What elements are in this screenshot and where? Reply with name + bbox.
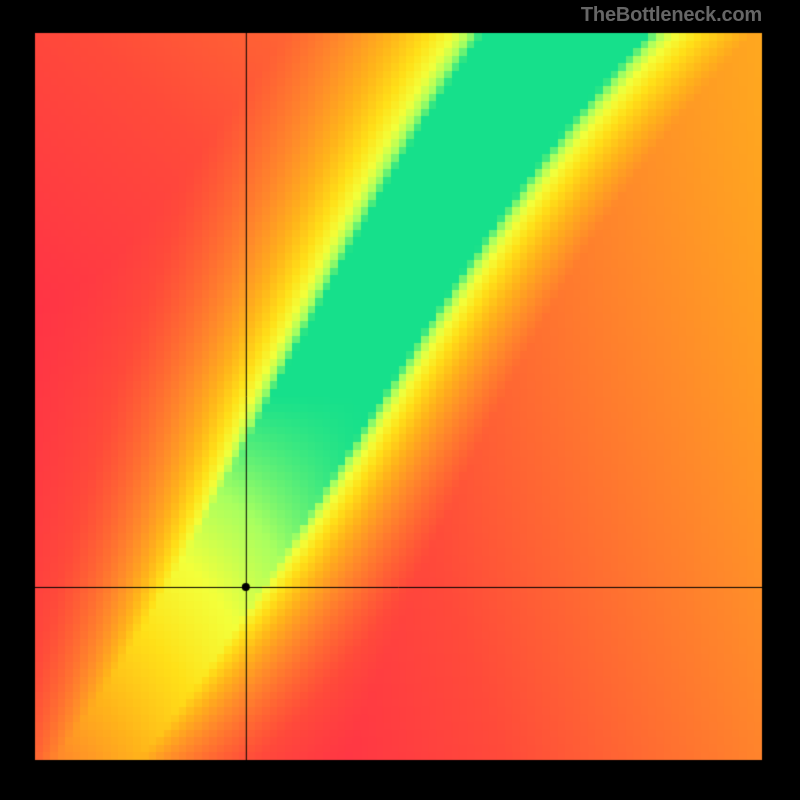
watermark-text: TheBottleneck.com xyxy=(581,4,762,27)
bottleneck-heatmap xyxy=(0,0,800,800)
chart-root: TheBottleneck.com xyxy=(0,0,800,800)
